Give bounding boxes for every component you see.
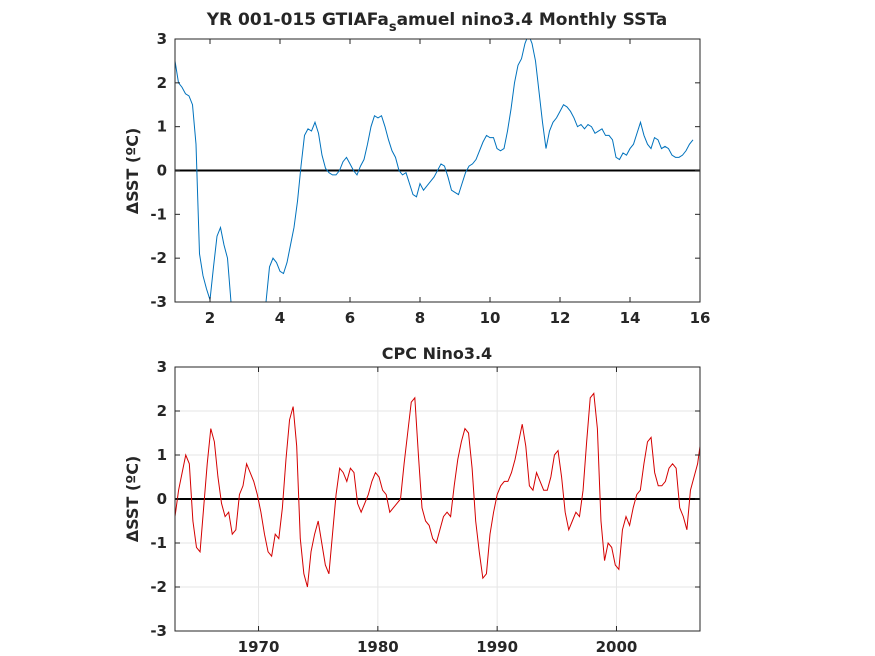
y-axis-label: ΔSST (ºC) — [123, 128, 142, 215]
y-tick-label: -1 — [150, 534, 167, 552]
chart-title-main: YR 001-015 GTIAFa — [206, 10, 389, 30]
x-tick-label: 2 — [205, 309, 215, 327]
x-tick-label: 1990 — [476, 638, 518, 656]
y-tick-label: -3 — [150, 293, 167, 311]
y-tick-label: 0 — [157, 162, 167, 180]
y-tick-label: -2 — [150, 578, 167, 596]
y-tick-label: 3 — [157, 30, 167, 48]
y-tick-label: 1 — [157, 118, 167, 136]
y-tick-label: 0 — [157, 490, 167, 508]
model-nino34-panel: YR 001-015 GTIAFasamuel nino3.4 Monthly … — [123, 10, 711, 327]
x-tick-label: 16 — [690, 309, 711, 327]
y-axis-label: ΔSST (ºC) — [123, 456, 142, 543]
x-tick-label: 14 — [620, 309, 641, 327]
series-line — [175, 39, 694, 302]
y-tick-label: -3 — [150, 622, 167, 640]
x-tick-label: 8 — [415, 309, 425, 327]
series-line — [175, 392, 700, 588]
y-tick-label: 2 — [157, 402, 167, 420]
chart-title: CPC Nino3.4 — [382, 344, 492, 363]
x-tick-label: 2000 — [596, 638, 638, 656]
x-tick-label: 12 — [550, 309, 571, 327]
chart-title-subscript: s — [389, 20, 397, 35]
x-tick-label: 1980 — [357, 638, 399, 656]
x-tick-label: 10 — [480, 309, 501, 327]
y-tick-label: -1 — [150, 205, 167, 223]
chart-title: YR 001-015 GTIAFasamuel nino3.4 Monthly … — [206, 10, 668, 35]
x-tick-label: 4 — [275, 309, 285, 327]
y-tick-label: 3 — [157, 358, 167, 376]
y-tick-label: 2 — [157, 74, 167, 92]
y-tick-label: -2 — [150, 249, 167, 267]
chart-title-rest: amuel nino3.4 Monthly SSTa — [397, 10, 668, 30]
x-tick-label: 6 — [345, 309, 355, 327]
plot-area: 1970 1980 1990 2000 -3 -2 -1 0 1 2 3 — [150, 358, 701, 656]
y-tick-label: 1 — [157, 446, 167, 464]
cpc-nino34-panel: CPC Nino3.4 1970 1980 1990 2000 -3 -2 -1 0 1 2 3 Δ… — [123, 344, 701, 656]
x-tick-label: 1970 — [238, 638, 280, 656]
